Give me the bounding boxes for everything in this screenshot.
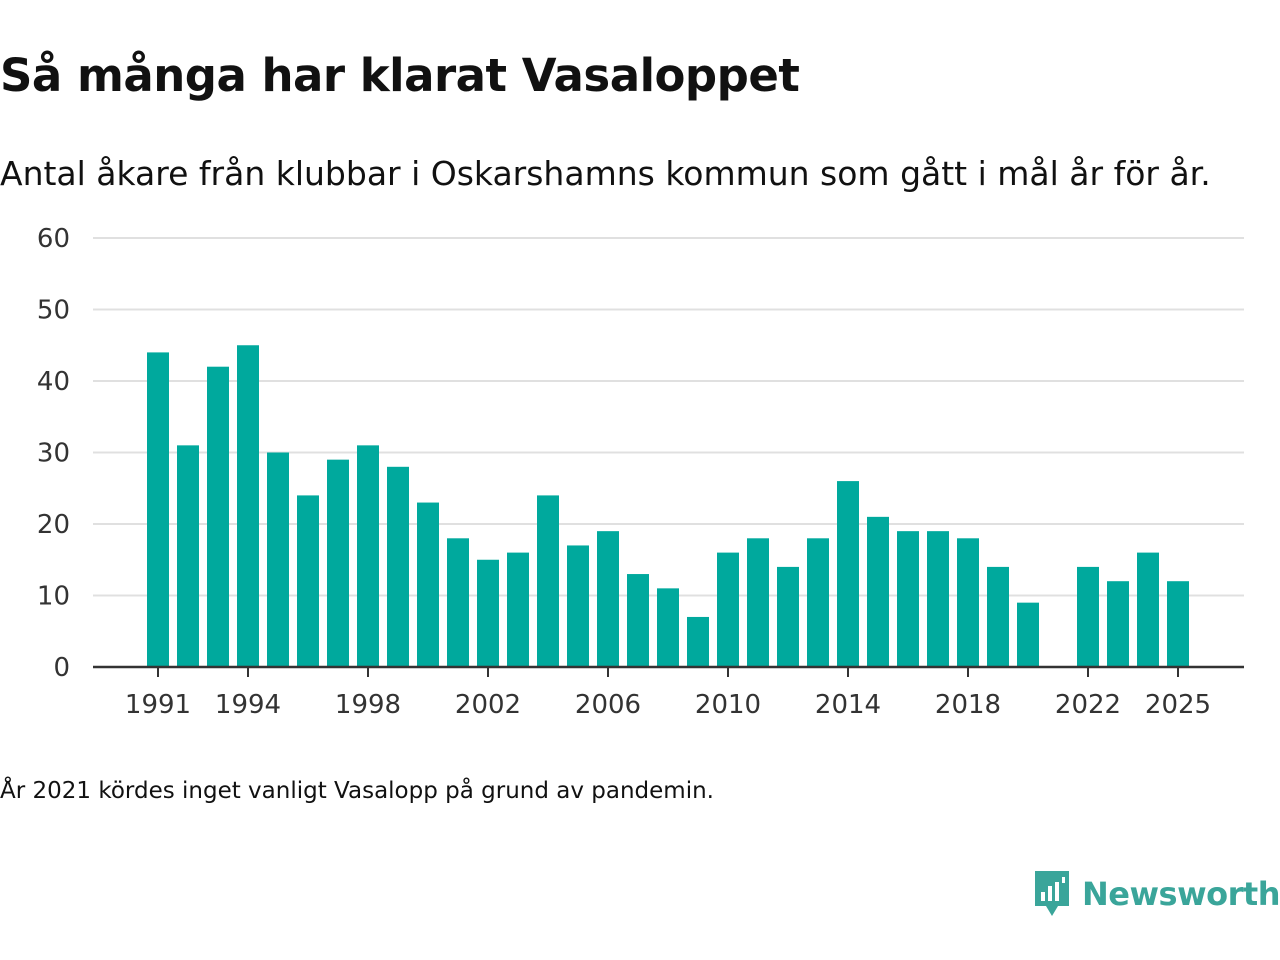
x-tick-label-2002: 2002 (455, 690, 521, 720)
bar-2011 (747, 538, 769, 667)
bar-2019 (987, 566, 1009, 667)
brand: Newsworthy (1032, 868, 1280, 920)
bar-2025 (1167, 581, 1189, 667)
x-tick-label-1998: 1998 (335, 690, 401, 720)
x-tick-label-2022: 2022 (1055, 690, 1121, 720)
bar-1991 (147, 352, 169, 667)
grid-lines (93, 237, 1244, 597)
bar-1998 (357, 445, 379, 667)
chart-title: Så många har klarat Vasaloppet (0, 49, 800, 102)
bar-2013 (807, 538, 829, 667)
bar-2007 (627, 574, 649, 667)
bar-2006 (597, 531, 619, 667)
footnote: År 2021 kördes inget vanligt Vasalopp på… (0, 778, 714, 804)
chart-subtitle: Antal åkare från klubbar i Oskarshamns k… (0, 154, 1211, 193)
y-tick-label-60: 60 (37, 224, 70, 254)
bar-2015 (867, 516, 889, 667)
bar-2008 (657, 588, 679, 667)
x-tick-label-2014: 2014 (815, 690, 881, 720)
bar-1997 (327, 459, 349, 667)
x-tick-label-2018: 2018 (935, 690, 1001, 720)
bar-2022 (1077, 566, 1099, 667)
bar-2014 (837, 481, 859, 667)
bar-2018 (957, 538, 979, 667)
x-tick-label-1994: 1994 (215, 690, 281, 720)
bar-2004 (537, 495, 559, 667)
bar-2010 (717, 552, 739, 667)
bar-2023 (1107, 581, 1129, 667)
bar-chart: 0 10 20 30 40 50 60 1991 1994 1998 2002 2006 2010 20… (37, 224, 1244, 720)
x-tick-label-2006: 2006 (575, 690, 641, 720)
bar-2001 (447, 538, 469, 667)
bar-2017 (927, 531, 949, 667)
bar-2016 (897, 531, 919, 667)
x-tick-label-2010: 2010 (695, 690, 761, 720)
bar-2002 (477, 559, 499, 667)
bar-2009 (687, 616, 709, 667)
bar-2003 (507, 552, 529, 667)
y-tick-label-10: 10 (37, 582, 70, 612)
newsworthy-logo-icon (1035, 871, 1069, 916)
bar-1994 (237, 345, 259, 667)
y-tick-label-0: 0 (53, 653, 70, 683)
x-tick-label-2025: 2025 (1145, 690, 1211, 720)
bars (147, 345, 1189, 667)
bar-1999 (387, 466, 409, 667)
y-tick-label-50: 50 (37, 296, 70, 326)
y-tick-label-30: 30 (37, 439, 70, 469)
y-tick-label-20: 20 (37, 510, 70, 540)
bar-1995 (267, 452, 289, 667)
bar-1993 (207, 366, 229, 667)
x-tick-label-1991: 1991 (125, 690, 191, 720)
bar-2020 (1017, 602, 1039, 667)
y-axis-ticks: 0 10 20 30 40 50 60 (37, 224, 70, 683)
bar-1992 (177, 445, 199, 667)
brand-name: Newsworthy (1082, 875, 1280, 913)
bar-2000 (417, 502, 439, 667)
bar-2012 (777, 566, 799, 667)
y-tick-label-40: 40 (37, 367, 70, 397)
bar-2005 (567, 545, 589, 667)
x-axis-ticks: 1991 1994 1998 2002 2006 2010 2014 2018 2022 2025 (125, 667, 1211, 720)
bar-1996 (297, 495, 319, 667)
bar-2024 (1137, 552, 1159, 667)
